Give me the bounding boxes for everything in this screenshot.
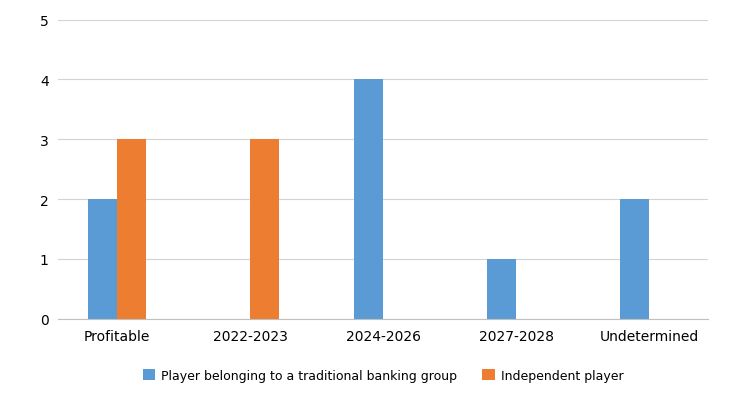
Bar: [250, 140, 280, 319]
Bar: [487, 259, 516, 319]
Bar: [88, 200, 118, 319]
Bar: [118, 140, 147, 319]
Bar: [354, 80, 383, 319]
Bar: [620, 200, 649, 319]
Legend: Player belonging to a traditional banking group, Independent player: Player belonging to a traditional bankin…: [138, 364, 629, 387]
